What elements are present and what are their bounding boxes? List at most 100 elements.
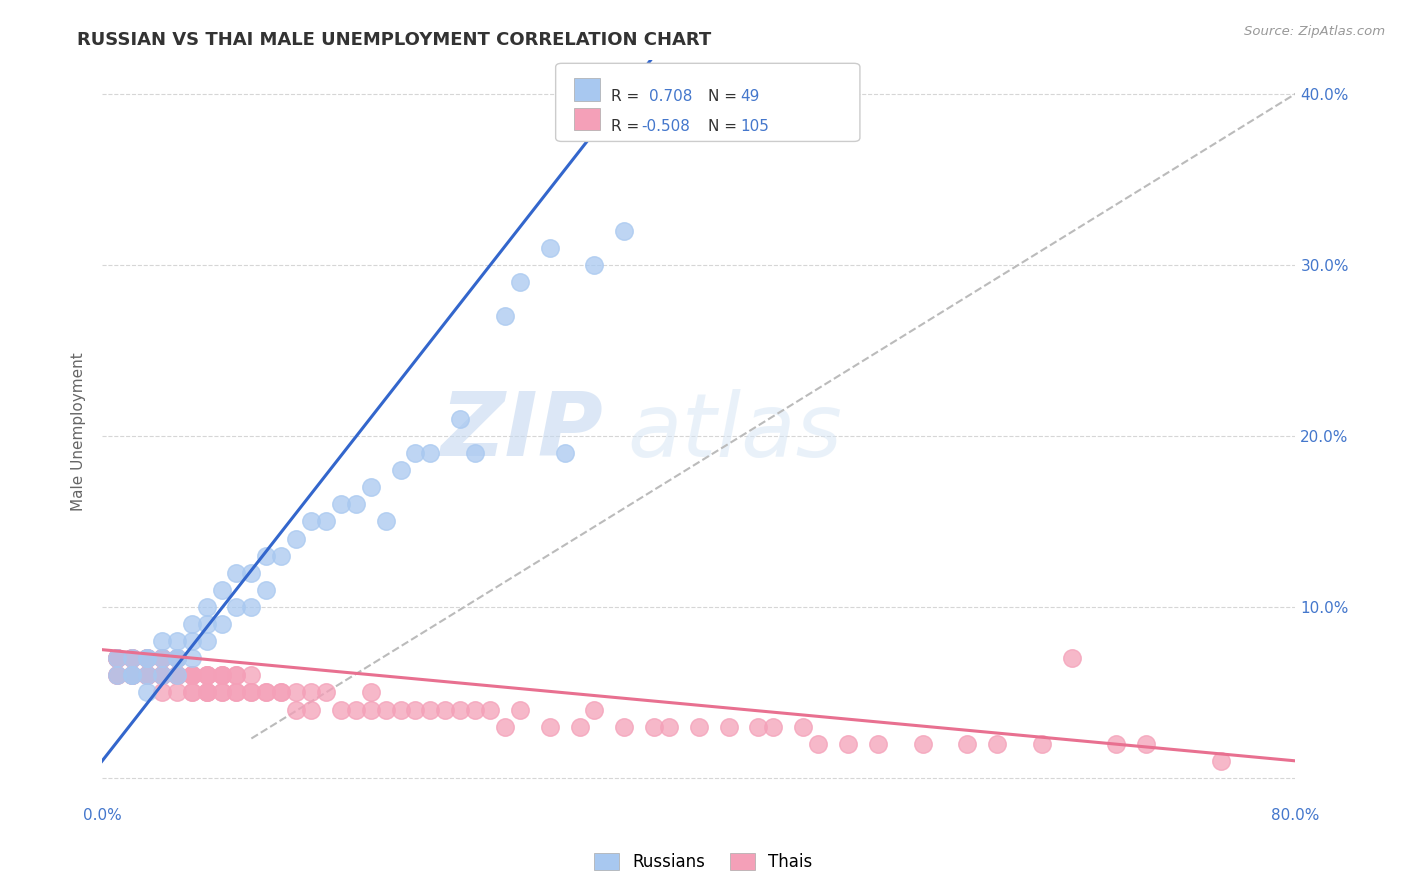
- Point: [404, 446, 426, 460]
- Point: [105, 651, 128, 665]
- Point: [150, 651, 173, 665]
- Text: R =: R =: [610, 120, 638, 134]
- Point: [166, 634, 188, 648]
- Point: [136, 651, 159, 665]
- Point: [166, 668, 188, 682]
- Point: [509, 702, 531, 716]
- Text: N =: N =: [709, 120, 737, 134]
- Point: [956, 737, 979, 751]
- Point: [136, 668, 159, 682]
- Point: [180, 685, 202, 699]
- Point: [837, 737, 859, 751]
- Point: [285, 685, 308, 699]
- Text: R =: R =: [610, 89, 638, 104]
- Point: [180, 668, 202, 682]
- Point: [464, 702, 486, 716]
- Point: [166, 668, 188, 682]
- Point: [211, 668, 233, 682]
- Point: [166, 651, 188, 665]
- Bar: [574, 78, 600, 101]
- Point: [866, 737, 889, 751]
- Point: [180, 617, 202, 632]
- Point: [121, 668, 143, 682]
- Point: [180, 668, 202, 682]
- Point: [360, 702, 382, 716]
- Point: [211, 668, 233, 682]
- Point: [105, 651, 128, 665]
- Text: N =: N =: [709, 89, 737, 104]
- Point: [105, 668, 128, 682]
- Point: [494, 720, 516, 734]
- Y-axis label: Male Unemployment: Male Unemployment: [72, 352, 86, 511]
- Point: [240, 685, 263, 699]
- Point: [240, 599, 263, 614]
- Text: Source: ZipAtlas.com: Source: ZipAtlas.com: [1244, 25, 1385, 38]
- Point: [344, 497, 367, 511]
- Point: [688, 720, 710, 734]
- Point: [658, 720, 681, 734]
- Point: [240, 685, 263, 699]
- Point: [568, 720, 591, 734]
- Point: [240, 668, 263, 682]
- Point: [747, 720, 769, 734]
- Point: [105, 651, 128, 665]
- Legend: Russians, Thais: Russians, Thais: [585, 845, 821, 880]
- Point: [613, 720, 636, 734]
- Point: [986, 737, 1008, 751]
- Point: [613, 224, 636, 238]
- Point: [136, 668, 159, 682]
- Point: [105, 651, 128, 665]
- Point: [195, 599, 218, 614]
- Point: [225, 685, 247, 699]
- Point: [254, 549, 277, 563]
- Point: [180, 685, 202, 699]
- Point: [150, 668, 173, 682]
- Point: [211, 582, 233, 597]
- Point: [419, 446, 441, 460]
- Point: [136, 668, 159, 682]
- Point: [150, 651, 173, 665]
- Point: [105, 668, 128, 682]
- Point: [150, 634, 173, 648]
- Point: [254, 685, 277, 699]
- Point: [344, 702, 367, 716]
- Point: [136, 651, 159, 665]
- Point: [136, 651, 159, 665]
- Point: [121, 668, 143, 682]
- Point: [299, 702, 322, 716]
- Point: [195, 685, 218, 699]
- Point: [807, 737, 830, 751]
- Point: [136, 651, 159, 665]
- Point: [240, 566, 263, 580]
- Point: [195, 685, 218, 699]
- Point: [150, 668, 173, 682]
- Point: [195, 668, 218, 682]
- Point: [583, 702, 606, 716]
- Point: [329, 497, 352, 511]
- Point: [449, 702, 471, 716]
- Point: [1135, 737, 1157, 751]
- FancyBboxPatch shape: [555, 63, 860, 142]
- Point: [299, 685, 322, 699]
- Point: [374, 515, 396, 529]
- Point: [225, 668, 247, 682]
- Point: [136, 668, 159, 682]
- Point: [150, 651, 173, 665]
- Point: [762, 720, 785, 734]
- Point: [434, 702, 457, 716]
- Point: [583, 258, 606, 272]
- Point: [166, 651, 188, 665]
- Point: [285, 702, 308, 716]
- Text: 49: 49: [741, 89, 761, 104]
- Point: [315, 515, 337, 529]
- Point: [166, 668, 188, 682]
- Point: [911, 737, 934, 751]
- Point: [195, 617, 218, 632]
- Point: [1105, 737, 1128, 751]
- Point: [195, 668, 218, 682]
- Point: [374, 702, 396, 716]
- Point: [136, 651, 159, 665]
- Point: [643, 720, 665, 734]
- Point: [419, 702, 441, 716]
- Bar: [574, 108, 600, 130]
